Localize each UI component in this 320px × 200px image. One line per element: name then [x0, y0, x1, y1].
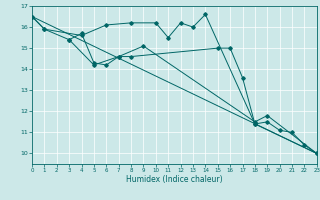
X-axis label: Humidex (Indice chaleur): Humidex (Indice chaleur): [126, 175, 223, 184]
